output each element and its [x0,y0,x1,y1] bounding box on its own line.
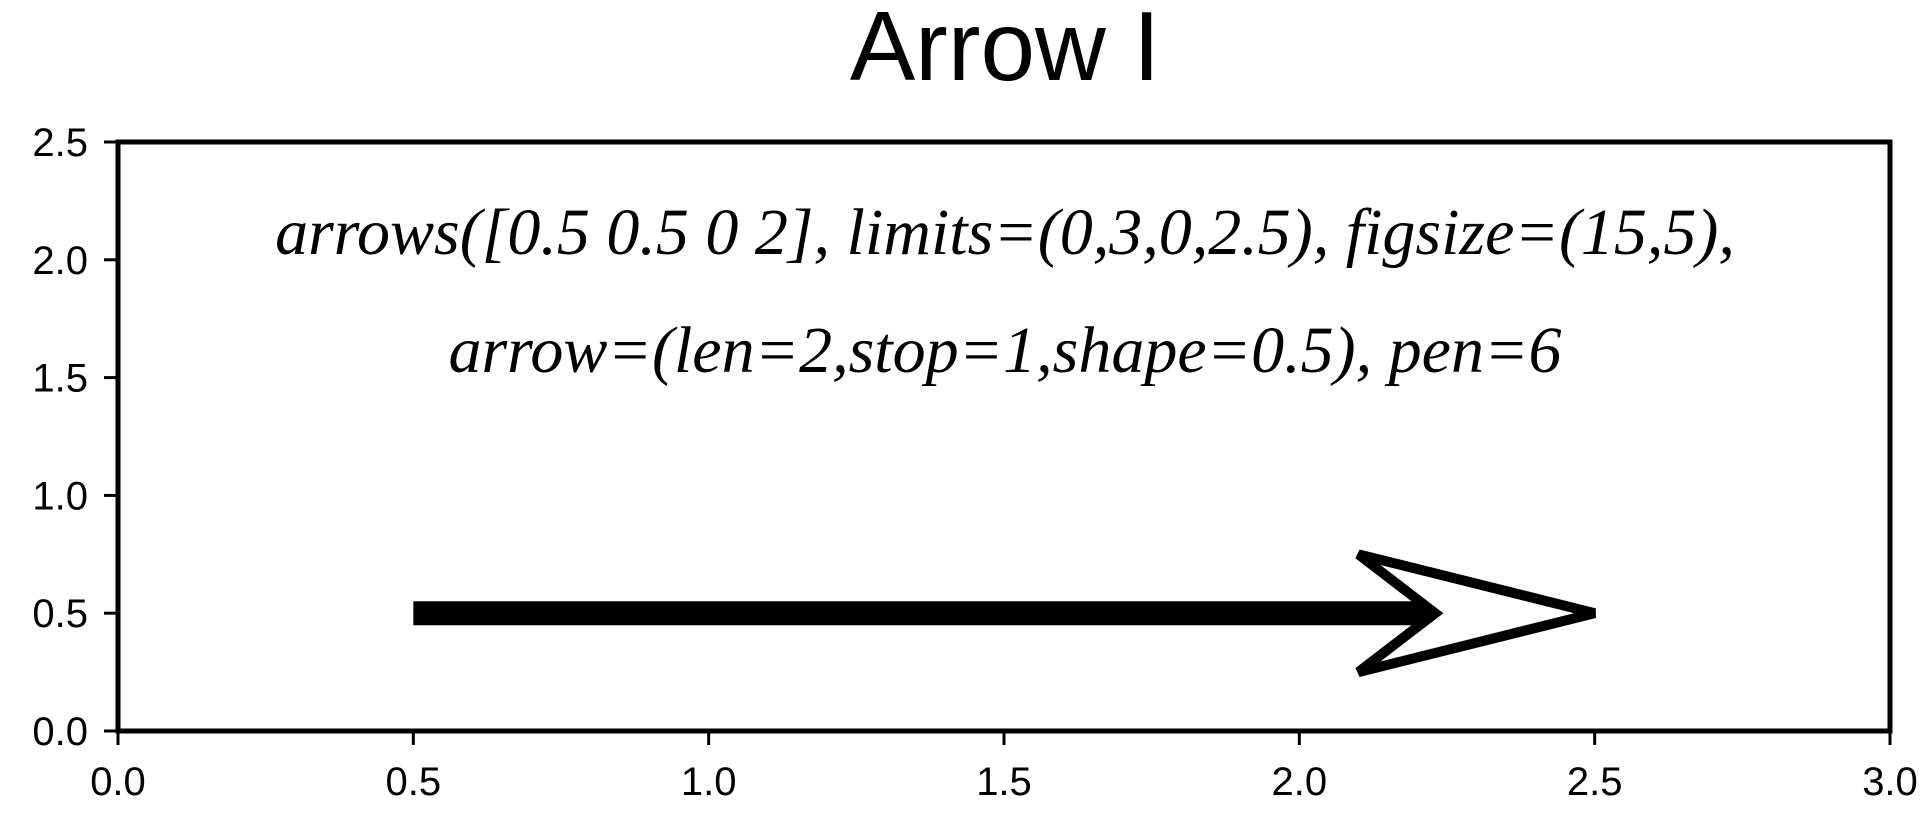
y-axis: 0.0 0.5 1.0 1.5 2.0 2.5 [32,121,118,754]
y-tick-label-4: 2.0 [32,239,88,283]
arrow-head [1355,549,1596,677]
x-tick-label-3: 1.5 [976,760,1032,804]
y-tick-label-0: 0.0 [32,710,88,754]
x-tick-label-5: 2.5 [1567,760,1623,804]
x-tick-label-0: 0.0 [90,760,146,804]
x-axis: 0.0 0.5 1.0 1.5 2.0 2.5 3.0 [90,731,1918,804]
y-tick-label-3: 1.5 [32,357,88,401]
plot-frame [115,139,1893,734]
x-tick-label-1: 0.5 [386,760,442,804]
y-tick-label-5: 2.5 [32,121,88,165]
x-tick-label-4: 2.0 [1272,760,1328,804]
arrow [413,549,1596,677]
y-tick-label-2: 1.0 [32,474,88,518]
y-tick-label-1: 0.5 [32,592,88,636]
annotation-line-2: arrow=(len=2,stop=1,shape=0.5), pen=6 [448,314,1561,387]
x-tick-label-6: 3.0 [1862,760,1918,804]
annotation-line-1: arrows([0.5 0.5 0 2], limits=(0,3,0,2.5)… [275,196,1735,269]
x-tick-label-2: 1.0 [681,760,737,804]
chart-title: Arrow I [850,0,1160,101]
